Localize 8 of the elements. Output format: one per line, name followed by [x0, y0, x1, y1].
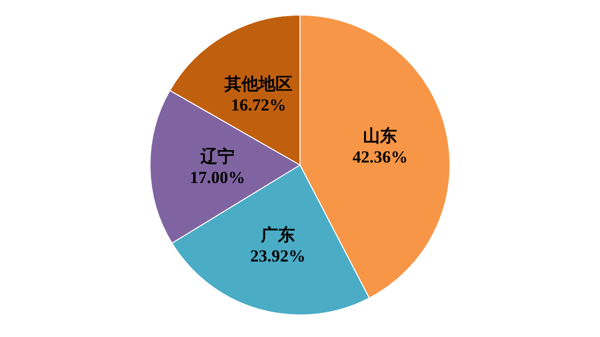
data-label: 17.00%: [190, 168, 246, 188]
slice-label: 辽宁: [200, 147, 235, 166]
data-label: 23.92%: [250, 246, 306, 266]
slice-label: 广东: [260, 225, 295, 244]
data-label: 16.72%: [231, 96, 286, 115]
slice-label: 其他地区: [224, 74, 293, 94]
data-label: 42.36%: [352, 147, 408, 166]
slice-label: 山东: [363, 126, 398, 146]
